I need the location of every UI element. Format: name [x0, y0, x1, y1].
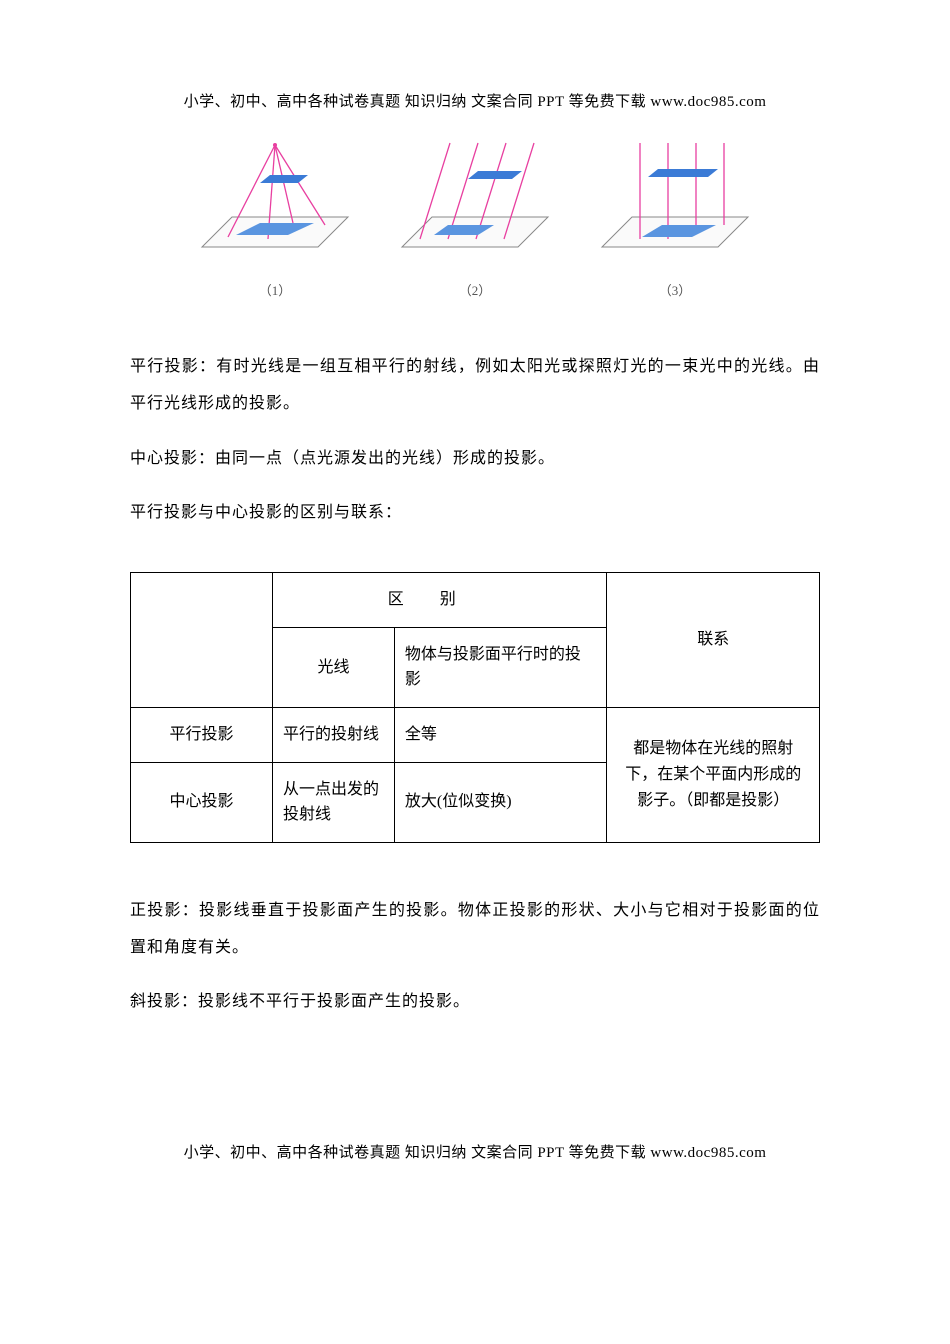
- row1-proj: 全等: [394, 707, 607, 762]
- header-difference: 区别: [273, 573, 607, 628]
- table-row: 平行投影 平行的投射线 全等 都是物体在光线的照射下，在某个平面内形成的影子。（…: [131, 707, 820, 762]
- paragraph-compare-intro: 平行投影与中心投影的区别与联系：: [130, 495, 820, 532]
- page-header: 小学、初中、高中各种试卷真题 知识归纳 文案合同 PPT 等免费下载 www.d…: [130, 90, 820, 111]
- paragraph-central-projection: 中心投影：由同一点（点光源发出的光线）形成的投影。: [130, 441, 820, 478]
- connection-cell: 都是物体在光线的照射下，在某个平面内形成的影子。（即都是投影）: [607, 707, 820, 842]
- paragraph-oblique: 斜投影：投影线不平行于投影面产生的投影。: [130, 984, 820, 1021]
- diagram-1: （1）: [190, 139, 360, 299]
- table-header-row-1: 区别 联系: [131, 573, 820, 628]
- row1-light: 平行的投射线: [273, 707, 395, 762]
- paragraph-orthographic: 正投影：投影线垂直于投影面产生的投影。物体正投影的形状、大小与它相对于投影面的位…: [130, 893, 820, 967]
- central-projection-svg: [190, 139, 360, 269]
- header-connection: 联系: [607, 573, 820, 708]
- row2-proj: 放大(位似变换): [394, 762, 607, 842]
- diagram-3: （3）: [590, 139, 760, 299]
- header-light: 光线: [273, 627, 395, 707]
- page-footer: 小学、初中、高中各种试卷真题 知识归纳 文案合同 PPT 等免费下载 www.d…: [130, 1141, 820, 1162]
- row2-name: 中心投影: [131, 762, 273, 842]
- paragraph-parallel-projection: 平行投影：有时光线是一组互相平行的射线，例如太阳光或探照灯光的一束光中的光线。由…: [130, 349, 820, 423]
- projection-diagrams: （1） （2）: [130, 139, 820, 299]
- row2-light: 从一点出发的投射线: [273, 762, 395, 842]
- diagram-3-label: （3）: [590, 280, 760, 299]
- diagram-2-label: （2）: [390, 280, 560, 299]
- diagram-1-label: （1）: [190, 280, 360, 299]
- comparison-table: 区别 联系 光线 物体与投影面平行时的投影 平行投影 平行的投射线 全等 都是物…: [130, 572, 820, 843]
- header-parallel-proj: 物体与投影面平行时的投影: [394, 627, 607, 707]
- oblique-parallel-svg: [390, 139, 560, 269]
- row1-name: 平行投影: [131, 707, 273, 762]
- diagram-2: （2）: [390, 139, 560, 299]
- orthographic-svg: [590, 139, 760, 269]
- header-empty: [131, 573, 273, 708]
